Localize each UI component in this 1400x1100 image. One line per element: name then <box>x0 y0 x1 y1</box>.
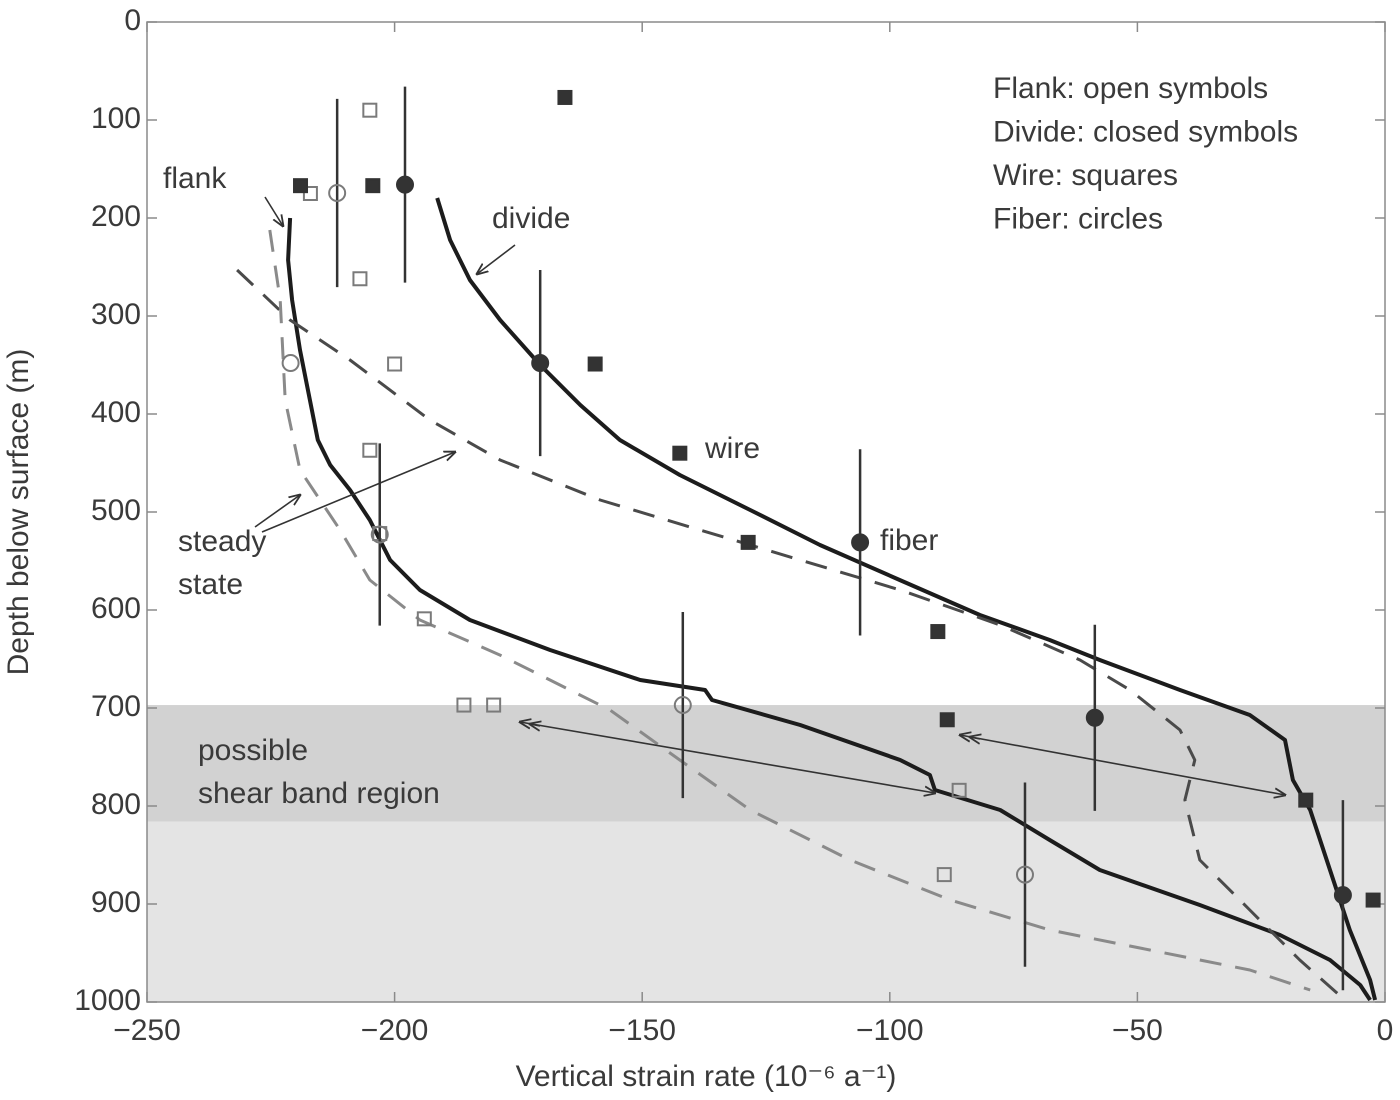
circle-marker <box>851 533 870 552</box>
line <box>435 197 1378 1001</box>
square-marker <box>302 186 318 201</box>
arrow <box>254 495 300 528</box>
circle-marker <box>328 184 347 203</box>
arrow <box>264 196 283 226</box>
square-marker <box>936 867 952 883</box>
dashed-line <box>268 229 1311 992</box>
annotation-arrows <box>254 196 1285 795</box>
circle-marker <box>1015 865 1034 884</box>
x-tick-label: 0 <box>1377 1014 1394 1047</box>
annotation: possible <box>198 734 308 767</box>
arrow <box>970 737 980 739</box>
arrow <box>530 724 540 726</box>
shaded-region <box>147 821 1385 1002</box>
square-marker <box>1365 892 1381 908</box>
square-marker <box>672 445 688 461</box>
y-tick-label: 1000 <box>74 984 141 1017</box>
square-marker <box>362 102 378 118</box>
square-marker <box>939 712 955 728</box>
square-marker <box>740 534 756 550</box>
x-tick-label: −50 <box>1112 1014 1163 1047</box>
dashed-line <box>236 268 1346 1002</box>
x-axis-title: Vertical strain rate (10⁻⁶ a⁻¹) <box>516 1060 897 1093</box>
y-axis-title: Depth below surface (m) <box>2 349 35 676</box>
data-marks <box>236 86 1381 1002</box>
square-marker <box>365 178 381 194</box>
legend-note: Divide: closed symbols <box>993 115 1298 148</box>
y-tick-label: 0 <box>124 4 141 37</box>
y-tick-label: 200 <box>91 200 141 233</box>
legend-note: Wire: squares <box>993 159 1178 192</box>
y-tick-label: 300 <box>91 298 141 331</box>
circle-marker <box>370 525 389 544</box>
square-marker <box>930 624 946 640</box>
annotation: state <box>178 568 243 601</box>
annotation: wire <box>704 432 760 465</box>
curve-label: flank <box>163 162 227 195</box>
x-tick-label: −200 <box>361 1014 429 1047</box>
labels: −250 −200 −150 −100 −50 0 0 100 200 300 400 500 600 7… <box>2 4 1393 1093</box>
square-marker <box>416 611 432 627</box>
legend-note: Flank: open symbols <box>993 72 1268 105</box>
y-tick-label: 500 <box>91 494 141 527</box>
circle-marker <box>1333 886 1352 905</box>
y-tick-label: 700 <box>91 690 141 723</box>
x-tick-label: −250 <box>113 1014 181 1047</box>
square-marker <box>293 178 309 194</box>
square-marker <box>352 271 368 287</box>
arrow <box>520 722 935 793</box>
y-tick-label: 800 <box>91 788 141 821</box>
annotation: shear band region <box>198 777 440 810</box>
x-tick-label: −150 <box>608 1014 676 1047</box>
square-marker <box>486 697 502 713</box>
arrow <box>477 244 516 274</box>
curve-label: divide <box>492 202 570 235</box>
circle-marker <box>673 696 692 715</box>
circle-marker <box>395 175 414 194</box>
arrow <box>261 452 455 533</box>
y-tick-label: 600 <box>91 592 141 625</box>
square-marker <box>1298 792 1314 808</box>
annotation: fiber <box>880 524 938 557</box>
circle-marker <box>281 354 300 373</box>
circle-marker <box>531 354 550 373</box>
square-marker <box>587 356 603 372</box>
square-marker <box>387 356 403 372</box>
y-tick-label: 900 <box>91 886 141 919</box>
annotation: steady <box>178 525 266 558</box>
square-marker <box>456 697 472 713</box>
square-marker <box>362 442 378 458</box>
y-tick-label: 100 <box>91 102 141 135</box>
y-tick-label: 400 <box>91 396 141 429</box>
legend-note: Fiber: circles <box>993 202 1163 235</box>
line <box>286 217 1372 1002</box>
square-marker <box>557 89 573 105</box>
x-tick-label: −100 <box>856 1014 924 1047</box>
arrow <box>960 735 1285 795</box>
circle-marker <box>1085 708 1104 727</box>
